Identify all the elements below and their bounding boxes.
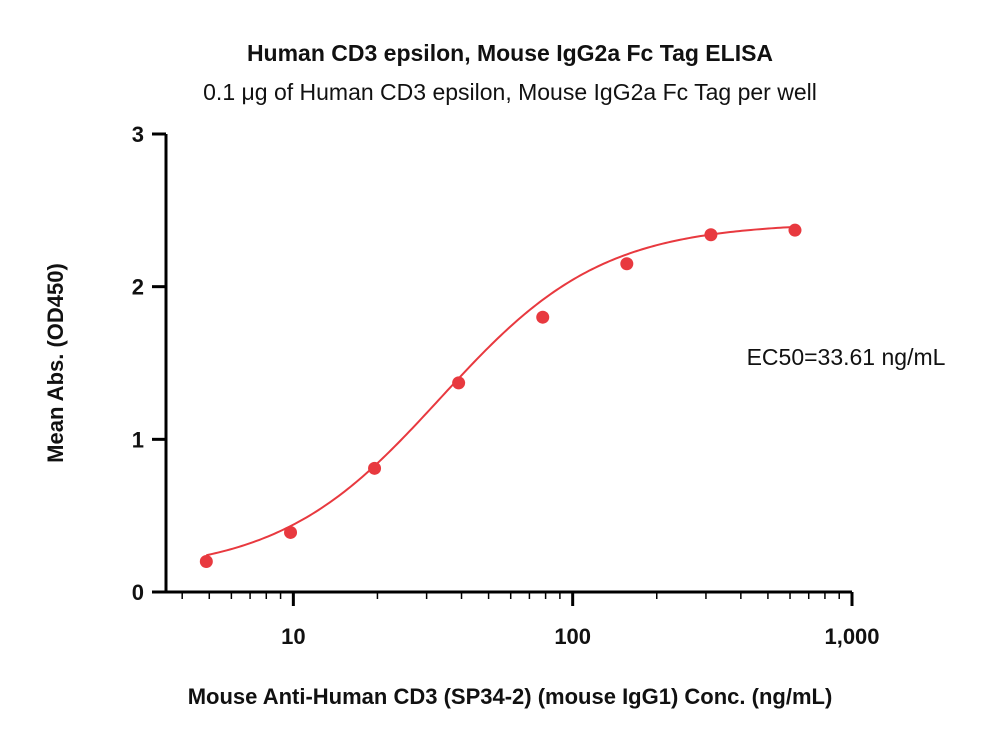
chart-title: Human CD3 epsilon, Mouse IgG2a Fc Tag EL… [247,40,773,66]
data-point [704,228,718,242]
data-point [620,257,634,271]
y-tick-label: 1 [132,427,144,452]
data-point [788,223,802,237]
y-tick-label: 0 [132,580,144,605]
data-point [536,310,550,324]
chart-subtitle: 0.1 μg of Human CD3 epsilon, Mouse IgG2a… [203,79,817,105]
x-tick-label: 1,000 [824,624,879,649]
data-points-layer [199,223,802,568]
data-point [199,554,213,568]
axes: 0 1 2 3 10 100 1,000 [132,122,880,649]
data-point [368,461,382,475]
data-point [452,376,466,390]
data-point [284,525,298,539]
x-tick-label: 100 [554,624,591,649]
y-axis-label: Mean Abs. (OD450) [43,263,68,463]
ec50-annotation: EC50=33.61 ng/mL [747,344,946,370]
x-tick-label: 10 [281,624,305,649]
fit-curve [206,225,796,557]
y-tick-label: 3 [132,122,144,147]
fit-curve-layer [206,225,796,557]
x-axis-label: Mouse Anti-Human CD3 (SP34-2) (mouse IgG… [188,684,833,709]
y-tick-label: 2 [132,275,144,300]
